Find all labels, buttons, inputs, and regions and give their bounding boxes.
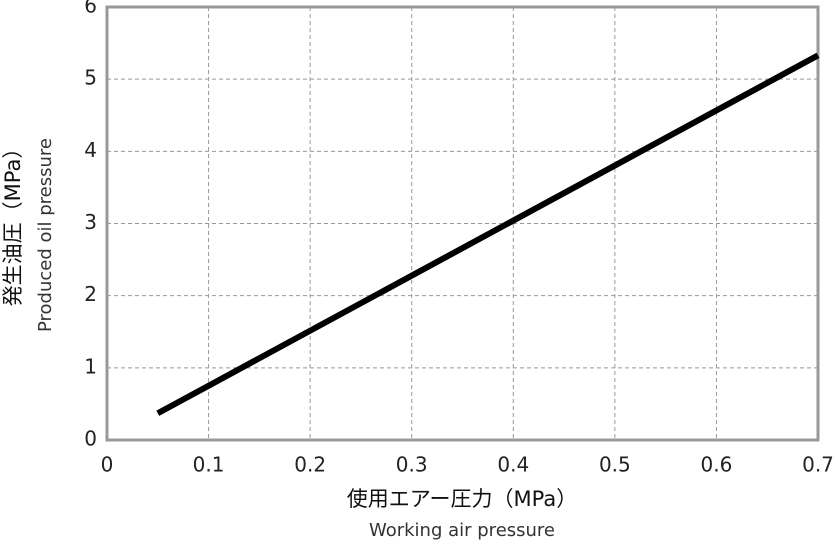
x-tick-label: 0.4: [497, 453, 529, 477]
x-tick-label: 0.6: [701, 453, 733, 477]
x-tick-label: 0.1: [193, 453, 225, 477]
y-tick-label: 3: [84, 210, 97, 234]
y-tick-label: 4: [84, 138, 97, 162]
plot-frame: [105, 5, 820, 442]
data-line: [156, 52, 820, 416]
y-tick-label: 2: [84, 282, 97, 306]
x-tick-label: 0.2: [294, 453, 326, 477]
y-tick-label: 1: [84, 354, 97, 378]
y-tick-label: 0: [84, 427, 97, 451]
y-axis-sublabel: Produced oil pressure: [35, 138, 56, 332]
x-tick-label: 0.3: [396, 453, 428, 477]
y-axis-label: 発生油圧（MPa）: [1, 138, 25, 307]
y-tick-label: 5: [84, 66, 97, 90]
x-axis-label: 使用エアー圧力（MPa）: [347, 487, 577, 511]
y-tick-label: 6: [84, 0, 97, 18]
x-axis-sublabel: Working air pressure: [369, 520, 555, 541]
x-tick-label: 0.7: [802, 453, 834, 477]
x-tick-label: 0.5: [599, 453, 631, 477]
x-tick-label: 0: [101, 453, 114, 477]
